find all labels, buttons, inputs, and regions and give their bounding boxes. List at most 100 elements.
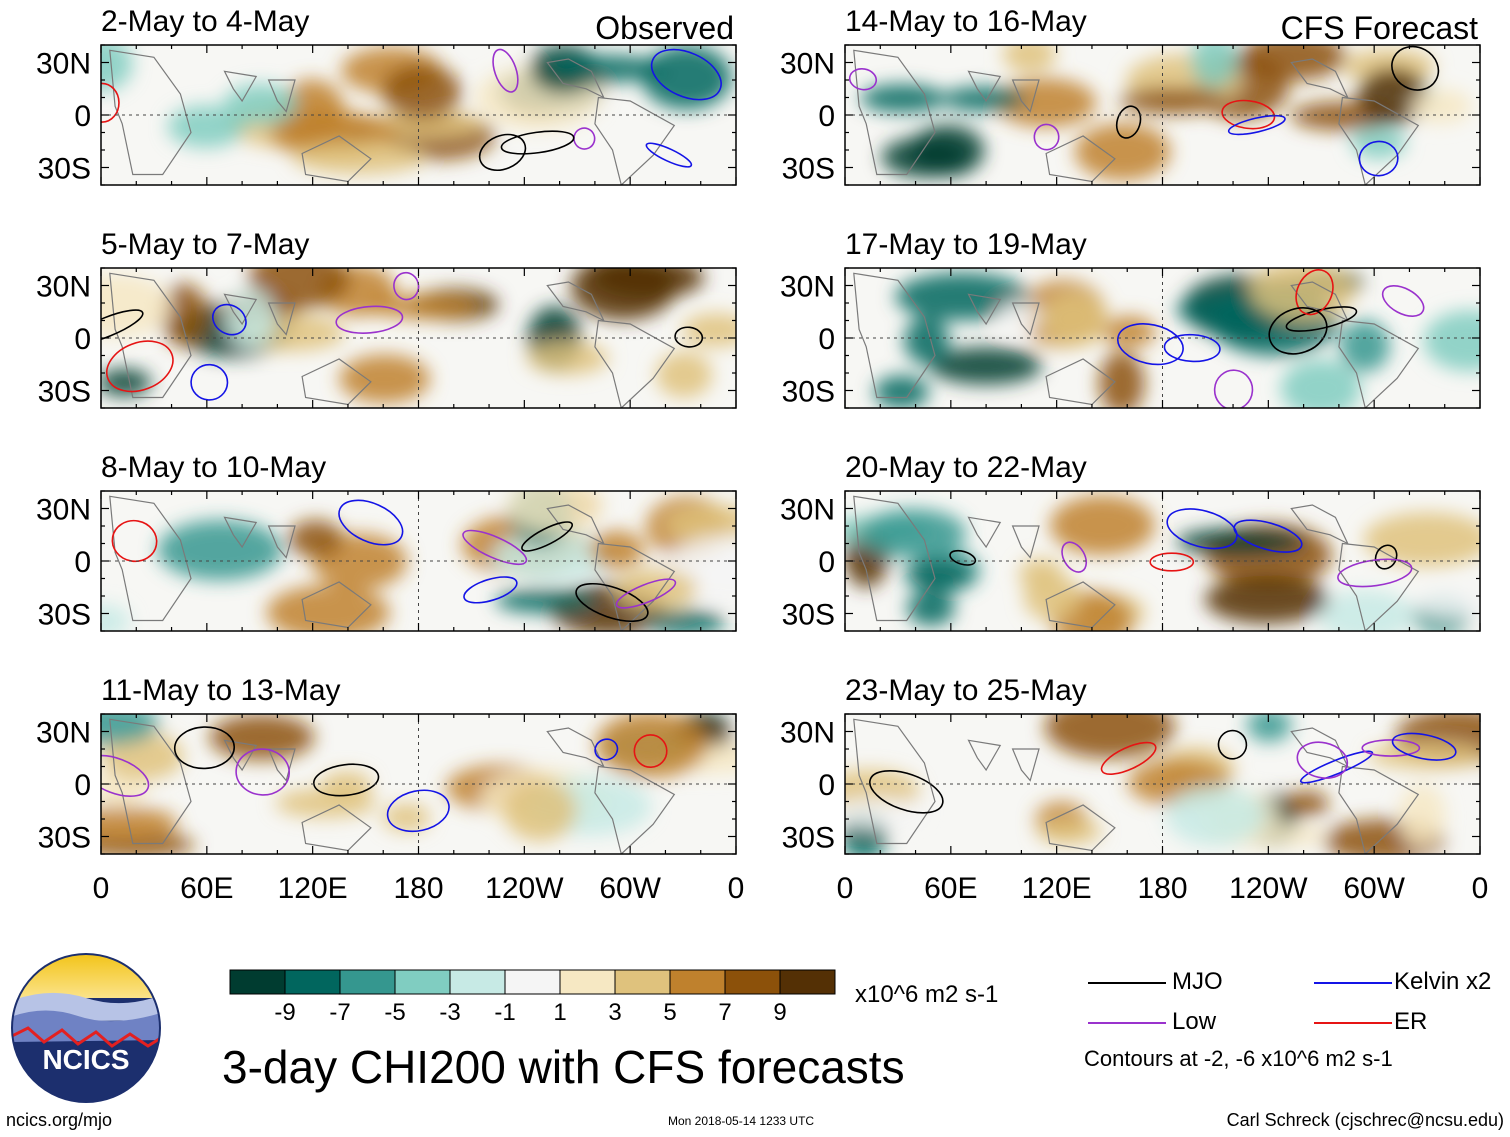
anomaly-region xyxy=(641,45,732,110)
anomaly-region xyxy=(881,137,969,178)
anomaly-region xyxy=(101,368,152,397)
anomaly-region xyxy=(941,86,1026,112)
anomaly-region xyxy=(1280,359,1362,408)
coastlines xyxy=(109,495,676,631)
wave-contours xyxy=(101,726,668,833)
contour-line xyxy=(478,133,527,172)
anomaly-region xyxy=(266,584,390,631)
panel-title: 2-May to 4-May xyxy=(101,5,309,38)
chi200-field xyxy=(101,45,732,175)
colorbar-swatch xyxy=(394,969,451,995)
contour-line xyxy=(1217,729,1248,760)
lat-label: 30N xyxy=(36,271,91,304)
map-panel xyxy=(100,267,737,409)
panel-title: 23-May to 25-May xyxy=(845,674,1087,707)
colorbar-swatch xyxy=(614,969,671,995)
map-panel xyxy=(844,267,1481,409)
anomaly-region xyxy=(101,274,172,338)
column-label: CFS Forecast xyxy=(1281,10,1478,46)
anomaly-region xyxy=(845,797,924,828)
colorbar-tick-label: -3 xyxy=(439,999,460,1026)
coastlines xyxy=(853,49,1420,185)
anomaly-region xyxy=(1423,310,1480,372)
anomaly-region xyxy=(366,293,479,320)
lon-label: 120W xyxy=(1229,872,1308,905)
lat-label: 30N xyxy=(780,717,835,750)
colorbar-tick-label: -7 xyxy=(329,999,350,1026)
anomaly-region xyxy=(160,283,208,347)
anomaly-region xyxy=(904,316,950,365)
coastlines xyxy=(109,49,676,185)
anomaly-region xyxy=(526,341,609,375)
lat-label: 30S xyxy=(782,153,835,186)
legend-er-line xyxy=(1314,1022,1392,1024)
anomaly-region xyxy=(874,375,930,408)
lat-label: 30N xyxy=(780,494,835,527)
legend-kelvin-label: Kelvin x2 xyxy=(1394,968,1492,995)
contour-line xyxy=(212,303,247,336)
contour-line xyxy=(674,326,704,348)
anomaly-region xyxy=(1041,291,1108,347)
anomaly-region xyxy=(1119,88,1225,115)
lon-label: 120E xyxy=(278,872,348,905)
contour-line xyxy=(949,549,977,566)
contour-line xyxy=(101,309,144,345)
wave-contours xyxy=(848,45,1440,177)
logo-text: NCICS xyxy=(42,1044,129,1075)
anomaly-region xyxy=(1339,320,1390,372)
coastlines xyxy=(109,272,676,408)
contour-line xyxy=(338,499,404,546)
anomaly-region xyxy=(570,268,677,321)
anomaly-region xyxy=(645,609,726,631)
contour-line xyxy=(335,305,404,334)
anomaly-region xyxy=(1074,123,1171,181)
panel-title: 17-May to 19-May xyxy=(845,228,1087,261)
anomaly-region xyxy=(101,604,130,631)
anomaly-region xyxy=(339,354,431,404)
contour-line xyxy=(1296,741,1349,779)
coastlines xyxy=(853,718,1420,854)
map-panel xyxy=(100,490,737,632)
lat-label: 0 xyxy=(74,546,91,579)
legend-low-label: Low xyxy=(1172,1008,1217,1035)
panel-title: 20-May to 22-May xyxy=(845,451,1087,484)
contour-line xyxy=(235,748,290,796)
colorbar-swatch xyxy=(669,969,726,995)
colorbar-tick-label: 5 xyxy=(663,999,676,1026)
contour-line xyxy=(521,521,574,552)
lat-label: 0 xyxy=(818,546,835,579)
legend-low-line xyxy=(1088,1022,1166,1024)
colorbar-tick-label: -1 xyxy=(494,999,515,1026)
colorbar-swatch xyxy=(779,969,836,995)
lat-label: 30N xyxy=(780,271,835,304)
contour-line xyxy=(1166,508,1238,550)
anomaly-region xyxy=(682,313,736,347)
anomaly-region xyxy=(1191,45,1238,88)
lon-label: 60E xyxy=(180,872,233,905)
legend-kelvin-line xyxy=(1314,982,1392,984)
colorbar-tick-label: -9 xyxy=(274,999,295,1026)
anomaly-region xyxy=(1165,785,1265,847)
anomaly-region xyxy=(101,45,133,92)
lat-label: 30S xyxy=(782,376,835,409)
contour-line xyxy=(106,340,174,393)
anomaly-region xyxy=(1102,315,1156,348)
lon-label: 180 xyxy=(1137,872,1187,905)
colorbar-units: x10^6 m2 s-1 xyxy=(855,981,999,1008)
anomaly-region xyxy=(292,140,427,175)
anomaly-region xyxy=(904,559,973,591)
anomaly-region xyxy=(275,788,377,818)
panel-title: 14-May to 16-May xyxy=(845,5,1087,38)
lon-label: 0 xyxy=(837,872,854,905)
colorbar-swatch xyxy=(339,969,396,995)
panel-title: 11-May to 13-May xyxy=(101,674,341,707)
panel-title: 8-May to 10-May xyxy=(101,451,326,484)
anomaly-region xyxy=(664,504,736,544)
contour-line xyxy=(1221,99,1276,130)
colorbar-tick-label: 7 xyxy=(718,999,731,1026)
contour-line xyxy=(462,529,528,566)
anomaly-region xyxy=(929,347,1042,385)
colorbar-tick-label: 9 xyxy=(773,999,786,1026)
colorbar-tick-label: 1 xyxy=(553,999,566,1026)
